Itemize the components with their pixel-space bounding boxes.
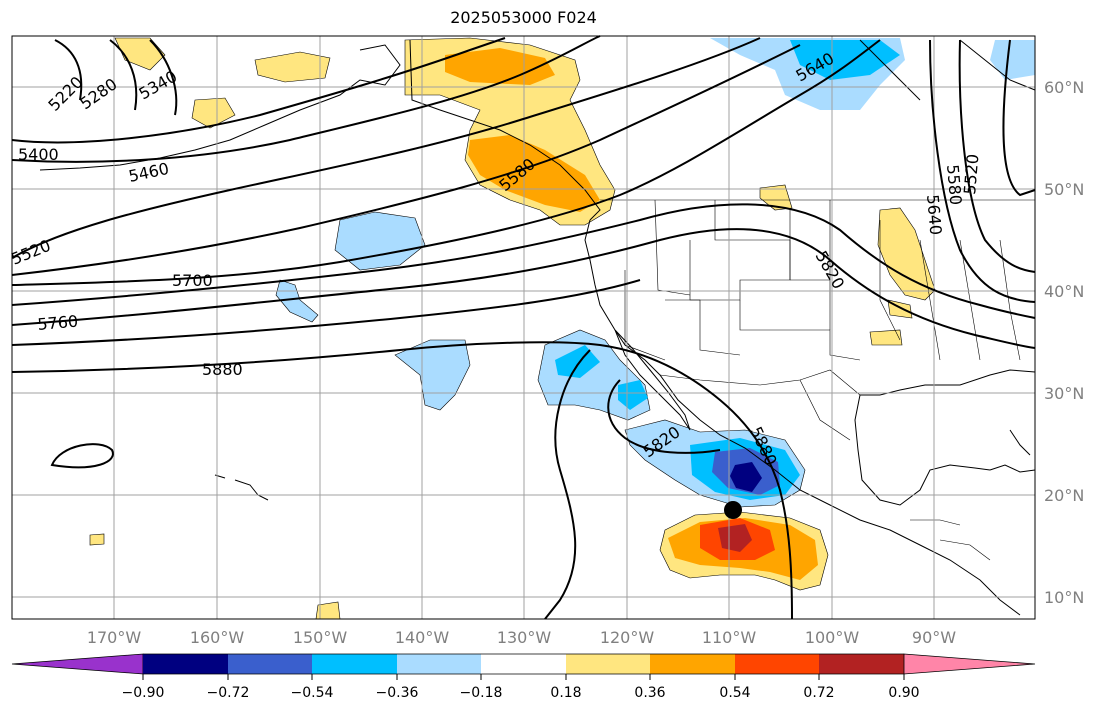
lon-label-110w: 110°W: [702, 628, 757, 647]
colorbar-segment: [312, 654, 397, 674]
lat-label-20n: 20°N: [1044, 486, 1084, 505]
colorbar-segment: [481, 654, 566, 674]
colorbar-tick-label: 0.72: [803, 685, 834, 701]
political-boundaries: [600, 199, 1035, 561]
colorbar-segment: [735, 654, 819, 674]
colorbar-tick-label: 0.54: [719, 685, 750, 701]
colorbar-tick-label: 0.90: [888, 685, 919, 701]
height-contours: [11, 35, 1036, 620]
contour-label-5400: 5400: [18, 145, 59, 164]
lon-label-130w: 130°W: [497, 628, 552, 647]
lat-label-30n: 30°N: [1044, 384, 1084, 403]
colorbar-tick-label: 0.36: [634, 685, 665, 701]
colorbar-tick-label: −0.72: [207, 685, 250, 701]
colorbar-tick-label: −0.54: [291, 685, 334, 701]
lat-label-40n: 40°N: [1044, 282, 1084, 301]
lon-label-170w: 170°W: [87, 628, 142, 647]
colorbar-segment: [566, 654, 650, 674]
grid-lines: [12, 36, 1035, 619]
map-title: 2025053000 F024: [450, 8, 597, 27]
colorbar-tick-label: −0.18: [460, 685, 503, 701]
colorbar-segment: [397, 654, 481, 674]
contour-label-5520-east: 5520: [960, 153, 982, 195]
colorbar-tick-label: −0.90: [122, 685, 165, 701]
colorbar-extend-low: [11, 653, 144, 675]
colorbar-segment: [143, 654, 228, 674]
lat-label-50n: 50°N: [1044, 180, 1084, 199]
colorbar-tick-label: 0.18: [550, 685, 581, 701]
lon-label-150w: 150°W: [293, 628, 348, 647]
lon-label-140w: 140°W: [395, 628, 450, 647]
colorbar-segment: [819, 654, 904, 674]
longitude-labels: 170°W 160°W 150°W 140°W 130°W 120°W 110°…: [87, 628, 956, 647]
contour-label-5580-east: 5580: [943, 164, 965, 206]
colorbar-segment: [228, 654, 312, 674]
lat-label-10n: 10°N: [1044, 588, 1084, 607]
contour-label-5880-west: 5880: [202, 360, 243, 379]
lon-label-120w: 120°W: [600, 628, 655, 647]
storm-center-marker: [724, 501, 742, 519]
contour-label-5640-east: 5640: [923, 194, 945, 236]
contour-label-5700: 5700: [172, 271, 213, 290]
colorbar-tick-label: −0.36: [376, 685, 419, 701]
latitude-labels: 60°N 50°N 40°N 30°N 20°N 10°N: [1044, 78, 1084, 607]
contour-label-5760: 5760: [37, 312, 79, 334]
colorbar-segment: [650, 654, 735, 674]
colorbar: −0.90 −0.72 −0.54 −0.36 −0.18 0.18 0.36 …: [11, 653, 1036, 701]
lon-label-100w: 100°W: [805, 628, 860, 647]
colorbar-extend-high: [903, 653, 1036, 675]
lon-label-160w: 160°W: [190, 628, 245, 647]
map-frame: [11, 35, 1036, 620]
lat-label-60n: 60°N: [1044, 78, 1084, 97]
lon-label-90w: 90°W: [912, 628, 956, 647]
map-area: 5220 5280 5340 5400 5460 5520 5580 5640 …: [8, 35, 1036, 620]
